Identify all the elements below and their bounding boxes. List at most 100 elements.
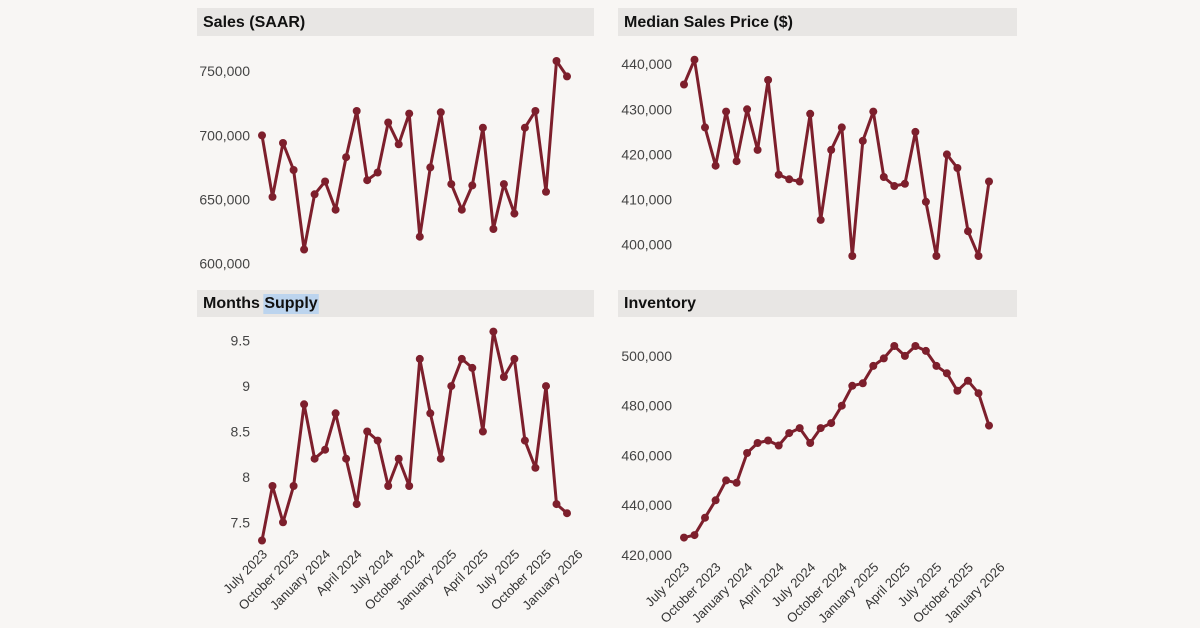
data-point (478, 427, 487, 436)
chart-title-text: Inventory (624, 295, 696, 312)
data-point (974, 389, 983, 398)
data-point (542, 187, 550, 196)
y-tick-label: 460,000 (621, 447, 672, 463)
data-point (342, 454, 351, 463)
data-point (478, 123, 487, 132)
data-point (415, 232, 424, 241)
y-tick-label: 8 (242, 469, 250, 485)
data-point (258, 536, 266, 545)
data-point (510, 209, 519, 218)
chart-panel-2: Median Sales Price ($) 400,000 410,000 420,… (618, 8, 1017, 260)
data-point (563, 509, 571, 518)
title-text-selection-highlight (263, 294, 319, 314)
data-point (774, 170, 783, 179)
data-point (879, 173, 888, 181)
data-point (743, 105, 752, 114)
data-point (405, 109, 414, 118)
chart-title-highlight: Supply (264, 295, 317, 312)
chart-title: Months Supply (203, 295, 318, 312)
data-point (921, 197, 930, 206)
data-point (426, 409, 435, 418)
data-point (415, 354, 424, 363)
data-point (964, 227, 972, 236)
series-line (682, 58, 991, 258)
data-point (701, 513, 709, 522)
data-point (457, 354, 466, 363)
data-point (732, 478, 741, 487)
data-point (331, 205, 340, 214)
data-point (510, 354, 519, 363)
data-point (827, 145, 836, 154)
data-point (722, 476, 731, 485)
data-point (985, 177, 993, 186)
data-point (690, 55, 699, 64)
data-point (890, 342, 899, 350)
data-point (289, 166, 298, 174)
data-point (827, 419, 836, 428)
data-point (310, 454, 319, 463)
chart-panel-4: Inventory 420,000 440,000 460,000 480,000 500… (618, 290, 1017, 626)
data-point (795, 177, 804, 186)
data-point (447, 180, 456, 189)
data-point (753, 439, 762, 447)
data-point (932, 361, 941, 370)
data-point (806, 439, 815, 447)
data-point (468, 181, 477, 190)
data-point (258, 131, 266, 140)
y-tick-label: 440,000 (621, 497, 672, 513)
data-point (680, 533, 688, 542)
y-tick-label: 750,000 (199, 63, 250, 79)
data-point (468, 363, 477, 372)
data-point (457, 205, 466, 214)
data-point (869, 107, 878, 116)
y-tick-label: 400,000 (621, 237, 672, 253)
data-point (279, 139, 287, 147)
data-point (816, 424, 825, 433)
y-tick-label: 8.5 (231, 424, 251, 440)
y-tick-label: 420,000 (621, 146, 672, 162)
y-tick-label: 9 (242, 378, 250, 394)
data-point (300, 400, 309, 409)
data-point (552, 500, 561, 509)
data-point (405, 482, 414, 490)
chart-title-text: Months (203, 295, 264, 312)
data-point (879, 354, 888, 363)
data-point (531, 107, 540, 115)
data-point (722, 107, 731, 116)
data-point (911, 342, 920, 350)
chart-title-bar (618, 8, 1017, 36)
data-point (436, 108, 445, 117)
data-point (279, 518, 287, 527)
data-point (753, 145, 762, 154)
data-point (743, 449, 752, 457)
data-point (426, 163, 435, 172)
data-point (384, 482, 393, 490)
data-point (373, 168, 382, 177)
y-tick-label: 9.5 (231, 333, 251, 349)
data-point (310, 190, 319, 199)
data-point (732, 157, 741, 166)
data-point (701, 123, 709, 132)
data-point (785, 175, 794, 184)
data-point (268, 192, 277, 201)
chart-title-bar (197, 290, 594, 317)
data-point (932, 252, 941, 260)
y-tick-label: 480,000 (621, 398, 672, 414)
data-point (331, 409, 340, 418)
data-point (690, 531, 699, 540)
data-point (352, 500, 361, 509)
data-point (394, 454, 403, 463)
data-point (953, 164, 962, 172)
data-point (837, 401, 846, 410)
data-point (680, 80, 688, 89)
chart-title-text: Median Sales Price ($) (624, 14, 793, 31)
data-point (858, 136, 867, 145)
data-point (447, 382, 456, 391)
data-point (300, 245, 309, 254)
data-point (785, 429, 794, 438)
y-tick-label: 700,000 (199, 127, 250, 143)
data-point (911, 127, 920, 136)
y-tick-label: 600,000 (199, 256, 250, 272)
data-point (373, 436, 382, 445)
